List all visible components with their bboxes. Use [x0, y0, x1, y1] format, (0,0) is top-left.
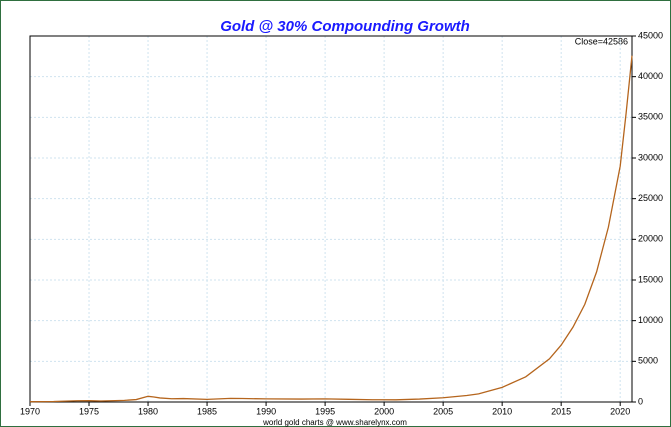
- x-tick-label: 2005: [433, 406, 453, 416]
- x-tick-label: 1970: [20, 406, 40, 416]
- series-line: [29, 55, 633, 403]
- y-tick-label: 35000: [638, 112, 663, 122]
- y-tick-label: 10000: [638, 315, 663, 325]
- x-tick-label: 2010: [492, 406, 512, 416]
- y-tick-label: 0: [638, 396, 643, 406]
- y-tick-label: 40000: [638, 71, 663, 81]
- x-tick-label: 2000: [374, 406, 394, 416]
- x-tick-label: 2015: [551, 406, 571, 416]
- y-tick-label: 5000: [638, 356, 658, 366]
- footer: world gold charts @ www.sharelynx.com: [262, 418, 407, 427]
- y-tick-label: 30000: [638, 152, 663, 162]
- x-tick-label: 1975: [79, 406, 99, 416]
- y-tick-label: 20000: [638, 234, 663, 244]
- y-tick-label: 15000: [638, 274, 663, 284]
- x-tick-label: 1995: [315, 406, 335, 416]
- x-tick-label: 2020: [610, 406, 630, 416]
- close-annotation: Close=42586: [575, 36, 628, 46]
- chart-title: Gold @ 30% Compounding Growth: [220, 18, 470, 35]
- y-tick-label: 45000: [638, 30, 663, 40]
- x-tick-label: 1985: [197, 406, 217, 416]
- x-tick-label: 1990: [256, 406, 276, 416]
- x-tick-label: 1980: [138, 406, 158, 416]
- y-tick-label: 25000: [638, 193, 663, 203]
- plot-border: [29, 35, 633, 403]
